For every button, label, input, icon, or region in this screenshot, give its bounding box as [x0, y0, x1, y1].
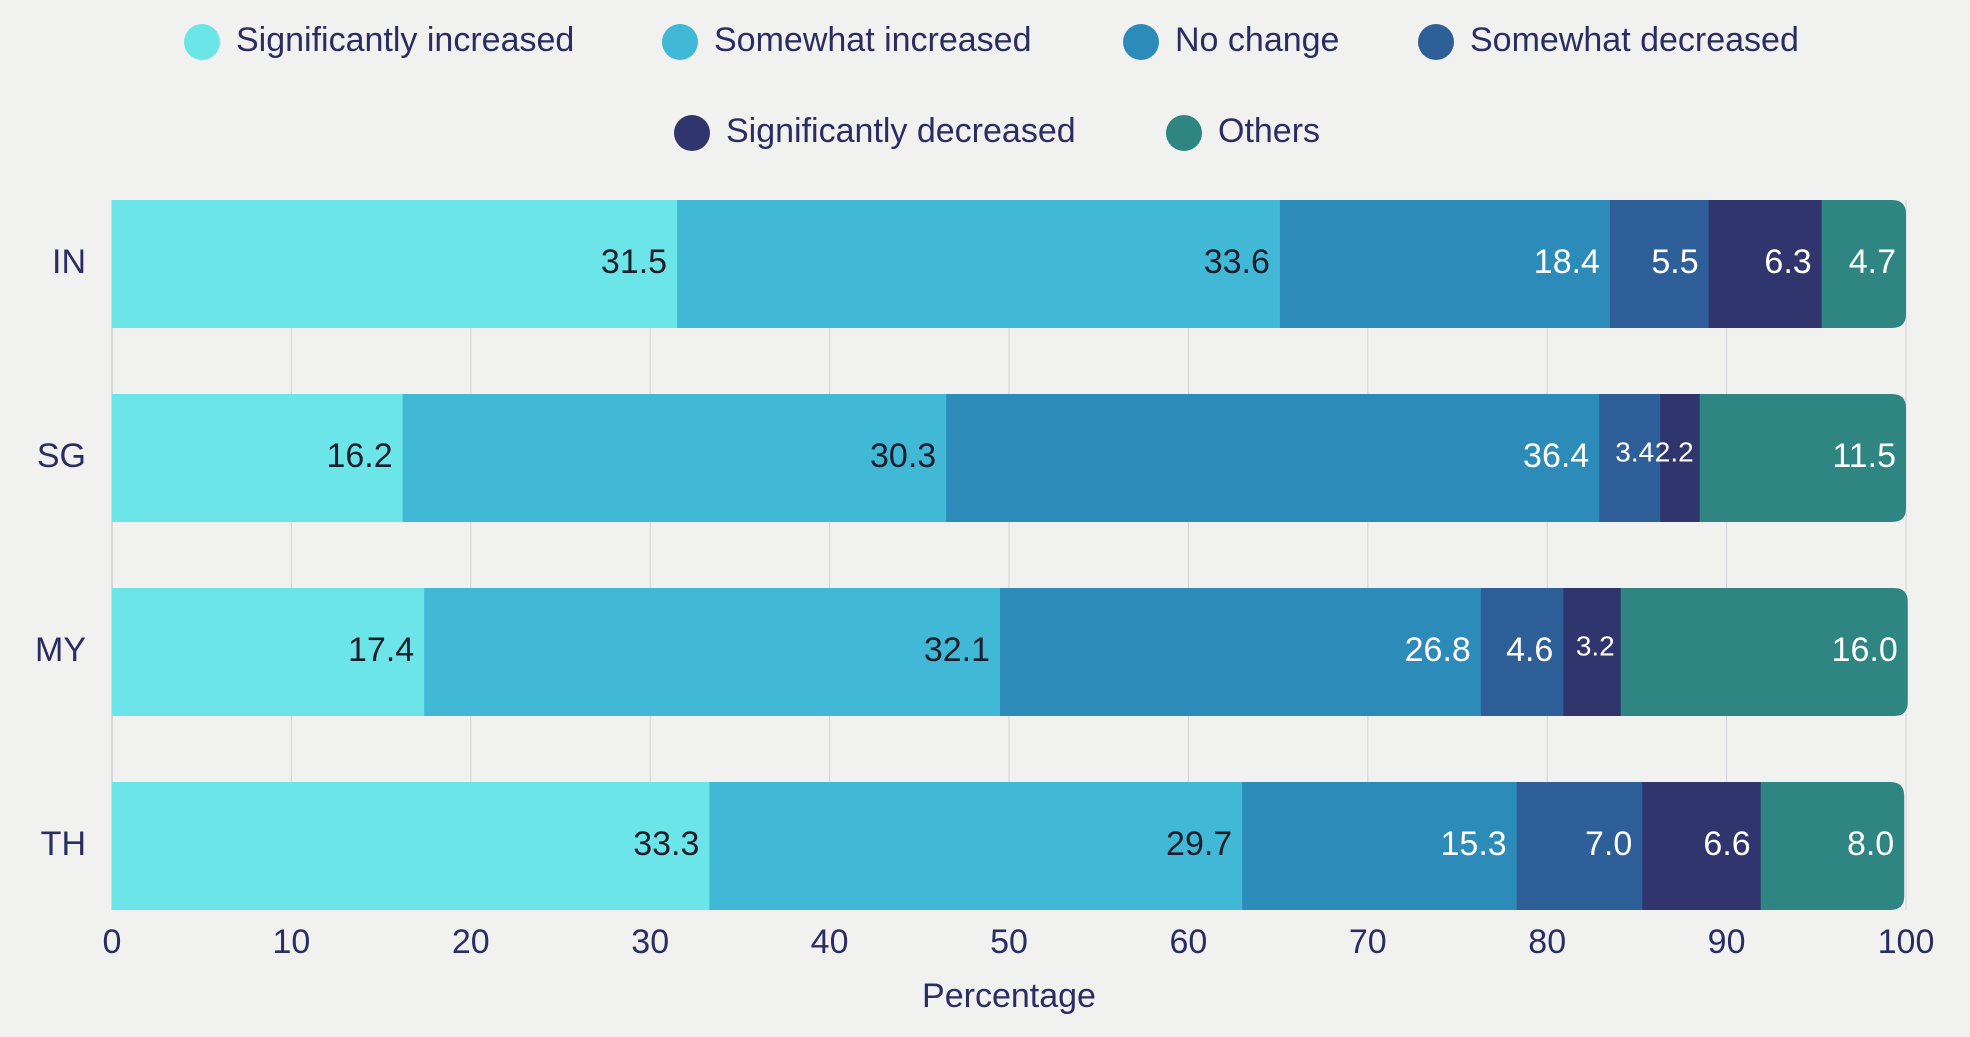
value-label-sg-somewhat-increased: 30.3 [870, 437, 936, 475]
value-label-in-somewhat-decreased: 5.5 [1651, 243, 1698, 281]
value-label-th-somewhat-decreased: 7.0 [1585, 825, 1632, 863]
bar-th-no-change [1242, 782, 1518, 910]
bar-in-others [1821, 200, 1906, 328]
bar-my-no-change [1000, 588, 1482, 716]
value-label-in-others: 4.7 [1849, 243, 1896, 281]
legend: Significantly increased Somewhat increase… [184, 21, 1799, 151]
legend-item-significantly-increased: Significantly increased [184, 21, 574, 60]
x-tick-label-60: 60 [1169, 923, 1207, 961]
bar-sg-no-change [946, 394, 1600, 522]
value-label-in-significantly-decreased: 6.3 [1764, 243, 1811, 281]
legend-label-no-change: No change [1175, 21, 1339, 59]
bar-sg-somewhat-decreased [1599, 394, 1661, 522]
legend-swatch-somewhat-increased [662, 24, 698, 60]
value-label-th-others: 8.0 [1847, 825, 1894, 863]
value-label-in-no-change: 18.4 [1534, 243, 1600, 281]
x-tick-label-80: 80 [1528, 923, 1566, 961]
value-label-my-significantly-decreased: 3.2 [1576, 630, 1615, 661]
x-tick-label-70: 70 [1349, 923, 1387, 961]
legend-item-somewhat-decreased: Somewhat decreased [1418, 21, 1799, 60]
bar-sg-significantly-increased [112, 394, 404, 522]
x-tick-label-50: 50 [990, 923, 1028, 961]
legend-swatch-significantly-increased [184, 24, 220, 60]
value-label-my-others: 16.0 [1832, 631, 1898, 669]
bar-group-sg: 16.2 30.3 36.4 3.4 2.2 11.5 [112, 394, 1906, 522]
value-label-th-significantly-increased: 33.3 [633, 825, 699, 863]
bar-my-significantly-increased [112, 588, 425, 716]
category-label-sg: SG [37, 437, 86, 475]
bars: 31.5 33.6 18.4 5.5 6.3 4.716.2 30.3 36.4 3.4 2.2 1… [112, 200, 1908, 910]
x-tick-label-100: 100 [1878, 923, 1935, 961]
bar-in-somewhat-decreased [1609, 200, 1710, 328]
legend-label-somewhat-increased: Somewhat increased [714, 21, 1032, 59]
legend-label-significantly-increased: Significantly increased [236, 21, 574, 59]
value-label-th-no-change: 15.3 [1441, 825, 1507, 863]
bar-sg-significantly-decreased [1660, 394, 1701, 522]
x-axis-title: Percentage [922, 977, 1096, 1015]
bar-sg-others [1699, 394, 1906, 522]
legend-swatch-somewhat-decreased [1418, 24, 1454, 60]
legend-label-others: Others [1218, 112, 1320, 150]
value-label-in-significantly-increased: 31.5 [601, 243, 667, 281]
x-tick-label-0: 0 [103, 923, 122, 961]
legend-item-others: Others [1166, 112, 1320, 151]
bar-my-somewhat-decreased [1480, 588, 1564, 716]
x-tick-label-40: 40 [811, 923, 849, 961]
value-label-my-somewhat-increased: 32.1 [924, 631, 990, 669]
bar-sg-somewhat-increased [402, 394, 947, 522]
legend-label-somewhat-decreased: Somewhat decreased [1470, 21, 1799, 59]
value-label-sg-somewhat-decreased: 3.4 [1615, 436, 1654, 467]
value-label-sg-others: 11.5 [1832, 437, 1896, 475]
value-label-my-significantly-increased: 17.4 [348, 631, 414, 669]
value-label-my-somewhat-decreased: 4.6 [1506, 631, 1553, 669]
bar-th-significantly-decreased [1642, 782, 1762, 910]
value-label-sg-significantly-increased: 16.2 [326, 437, 392, 475]
category-label-in: IN [52, 243, 86, 281]
category-label-my: MY [35, 631, 86, 669]
x-tick-label-30: 30 [631, 923, 669, 961]
value-label-my-no-change: 26.8 [1405, 631, 1471, 669]
bar-group-th: 33.3 29.7 15.3 7.0 6.6 8.0 [112, 782, 1905, 910]
bar-in-significantly-increased [112, 200, 678, 328]
axes: IN SG MY TH 0 10 20 30 40 50 60 70 80 90 100 Percentage [35, 243, 1934, 1015]
bar-group-in: 31.5 33.6 18.4 5.5 6.3 4.7 [112, 200, 1906, 328]
bar-th-others [1760, 782, 1905, 910]
x-tick-label-90: 90 [1708, 923, 1746, 961]
legend-swatch-others [1166, 115, 1202, 151]
category-label-th: TH [41, 825, 86, 863]
bar-in-significantly-decreased [1708, 200, 1823, 328]
bar-th-somewhat-increased [709, 782, 1243, 910]
legend-item-somewhat-increased: Somewhat increased [662, 21, 1032, 60]
value-label-th-significantly-decreased: 6.6 [1703, 825, 1750, 863]
legend-label-significantly-decreased: Significantly decreased [726, 112, 1076, 150]
bar-in-no-change [1279, 200, 1611, 328]
bar-th-significantly-increased [112, 782, 711, 910]
value-label-sg-no-change: 36.4 [1523, 437, 1589, 475]
bar-my-somewhat-increased [424, 588, 1001, 716]
bar-in-somewhat-increased [677, 200, 1281, 328]
legend-item-significantly-decreased: Significantly decreased [674, 112, 1076, 151]
legend-swatch-significantly-decreased [674, 115, 710, 151]
value-label-sg-significantly-decreased: 2.2 [1655, 436, 1694, 467]
value-label-in-somewhat-increased: 33.6 [1204, 243, 1270, 281]
value-label-th-somewhat-increased: 29.7 [1166, 825, 1232, 863]
bar-my-significantly-decreased [1563, 588, 1622, 716]
legend-item-no-change: No change [1123, 21, 1339, 60]
x-tick-label-20: 20 [452, 923, 490, 961]
bar-group-my: 17.4 32.1 26.8 4.6 3.2 16.0 [112, 588, 1908, 716]
bar-my-others [1620, 588, 1908, 716]
x-tick-label-10: 10 [272, 923, 310, 961]
bar-th-somewhat-decreased [1516, 782, 1643, 910]
legend-swatch-no-change [1123, 24, 1159, 60]
